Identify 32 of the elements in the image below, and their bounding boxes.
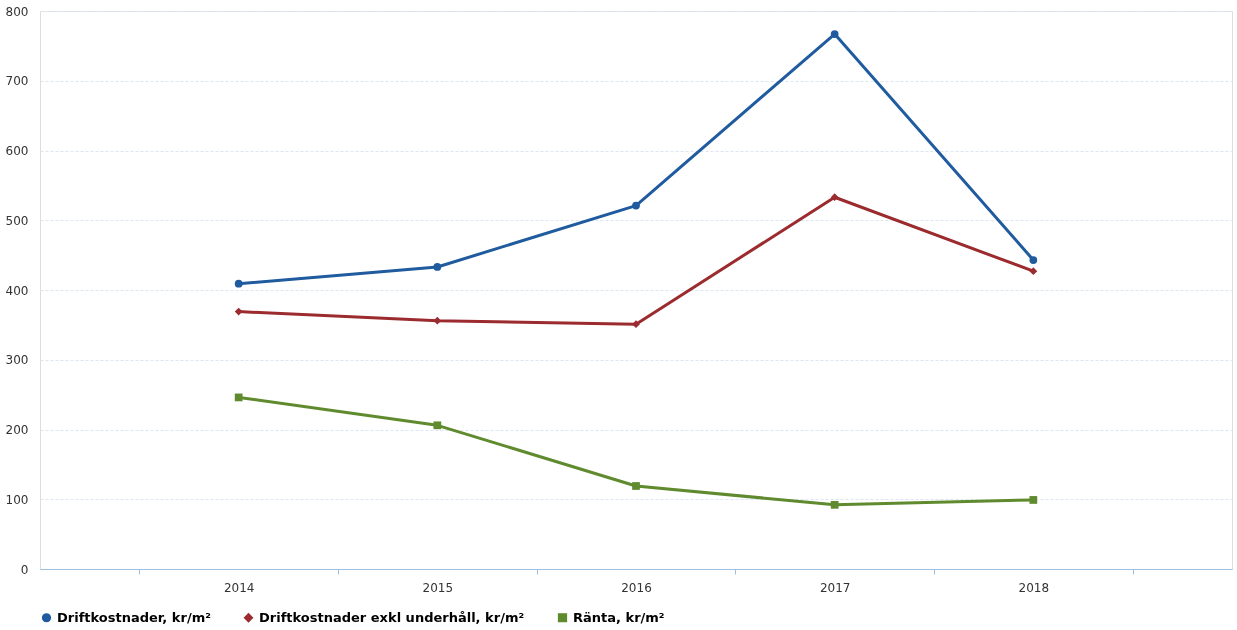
point xyxy=(433,263,442,271)
y-tick-label: 200 xyxy=(5,423,29,437)
legend-label: Driftkostnader exkl underhåll, kr/m² xyxy=(259,609,525,625)
point xyxy=(1029,267,1038,276)
x-tick-label: 2017 xyxy=(819,580,851,595)
point xyxy=(433,316,442,325)
point xyxy=(830,193,839,202)
y-tick-label: 0 xyxy=(20,562,29,577)
point xyxy=(1029,496,1038,504)
y-tick-label: 700 xyxy=(5,74,29,89)
point xyxy=(234,307,243,316)
x-tick-label: 2016 xyxy=(621,580,652,595)
point xyxy=(830,30,839,38)
point xyxy=(632,482,640,490)
y-tick-label: 300 xyxy=(5,353,29,368)
y-tick-label: 100 xyxy=(5,492,29,507)
point xyxy=(234,393,243,402)
point xyxy=(632,320,640,329)
point xyxy=(234,279,243,288)
legend-label: Driftkostnader, kr/m² xyxy=(57,609,211,625)
point xyxy=(632,201,640,210)
y-tick-label: 800 xyxy=(5,4,29,19)
y-tick-label: 400 xyxy=(5,283,29,298)
point xyxy=(433,421,442,430)
x-tick-label: 2018 xyxy=(1018,580,1050,595)
y-tick-label: 500 xyxy=(5,213,29,228)
x-tick-label: 2015 xyxy=(422,580,454,595)
legend-label: Ränta, kr/m² xyxy=(573,609,665,625)
x-tick-label: 2014 xyxy=(223,580,255,595)
y-tick-label: 600 xyxy=(5,144,29,158)
point xyxy=(1029,256,1038,264)
point xyxy=(830,500,839,509)
